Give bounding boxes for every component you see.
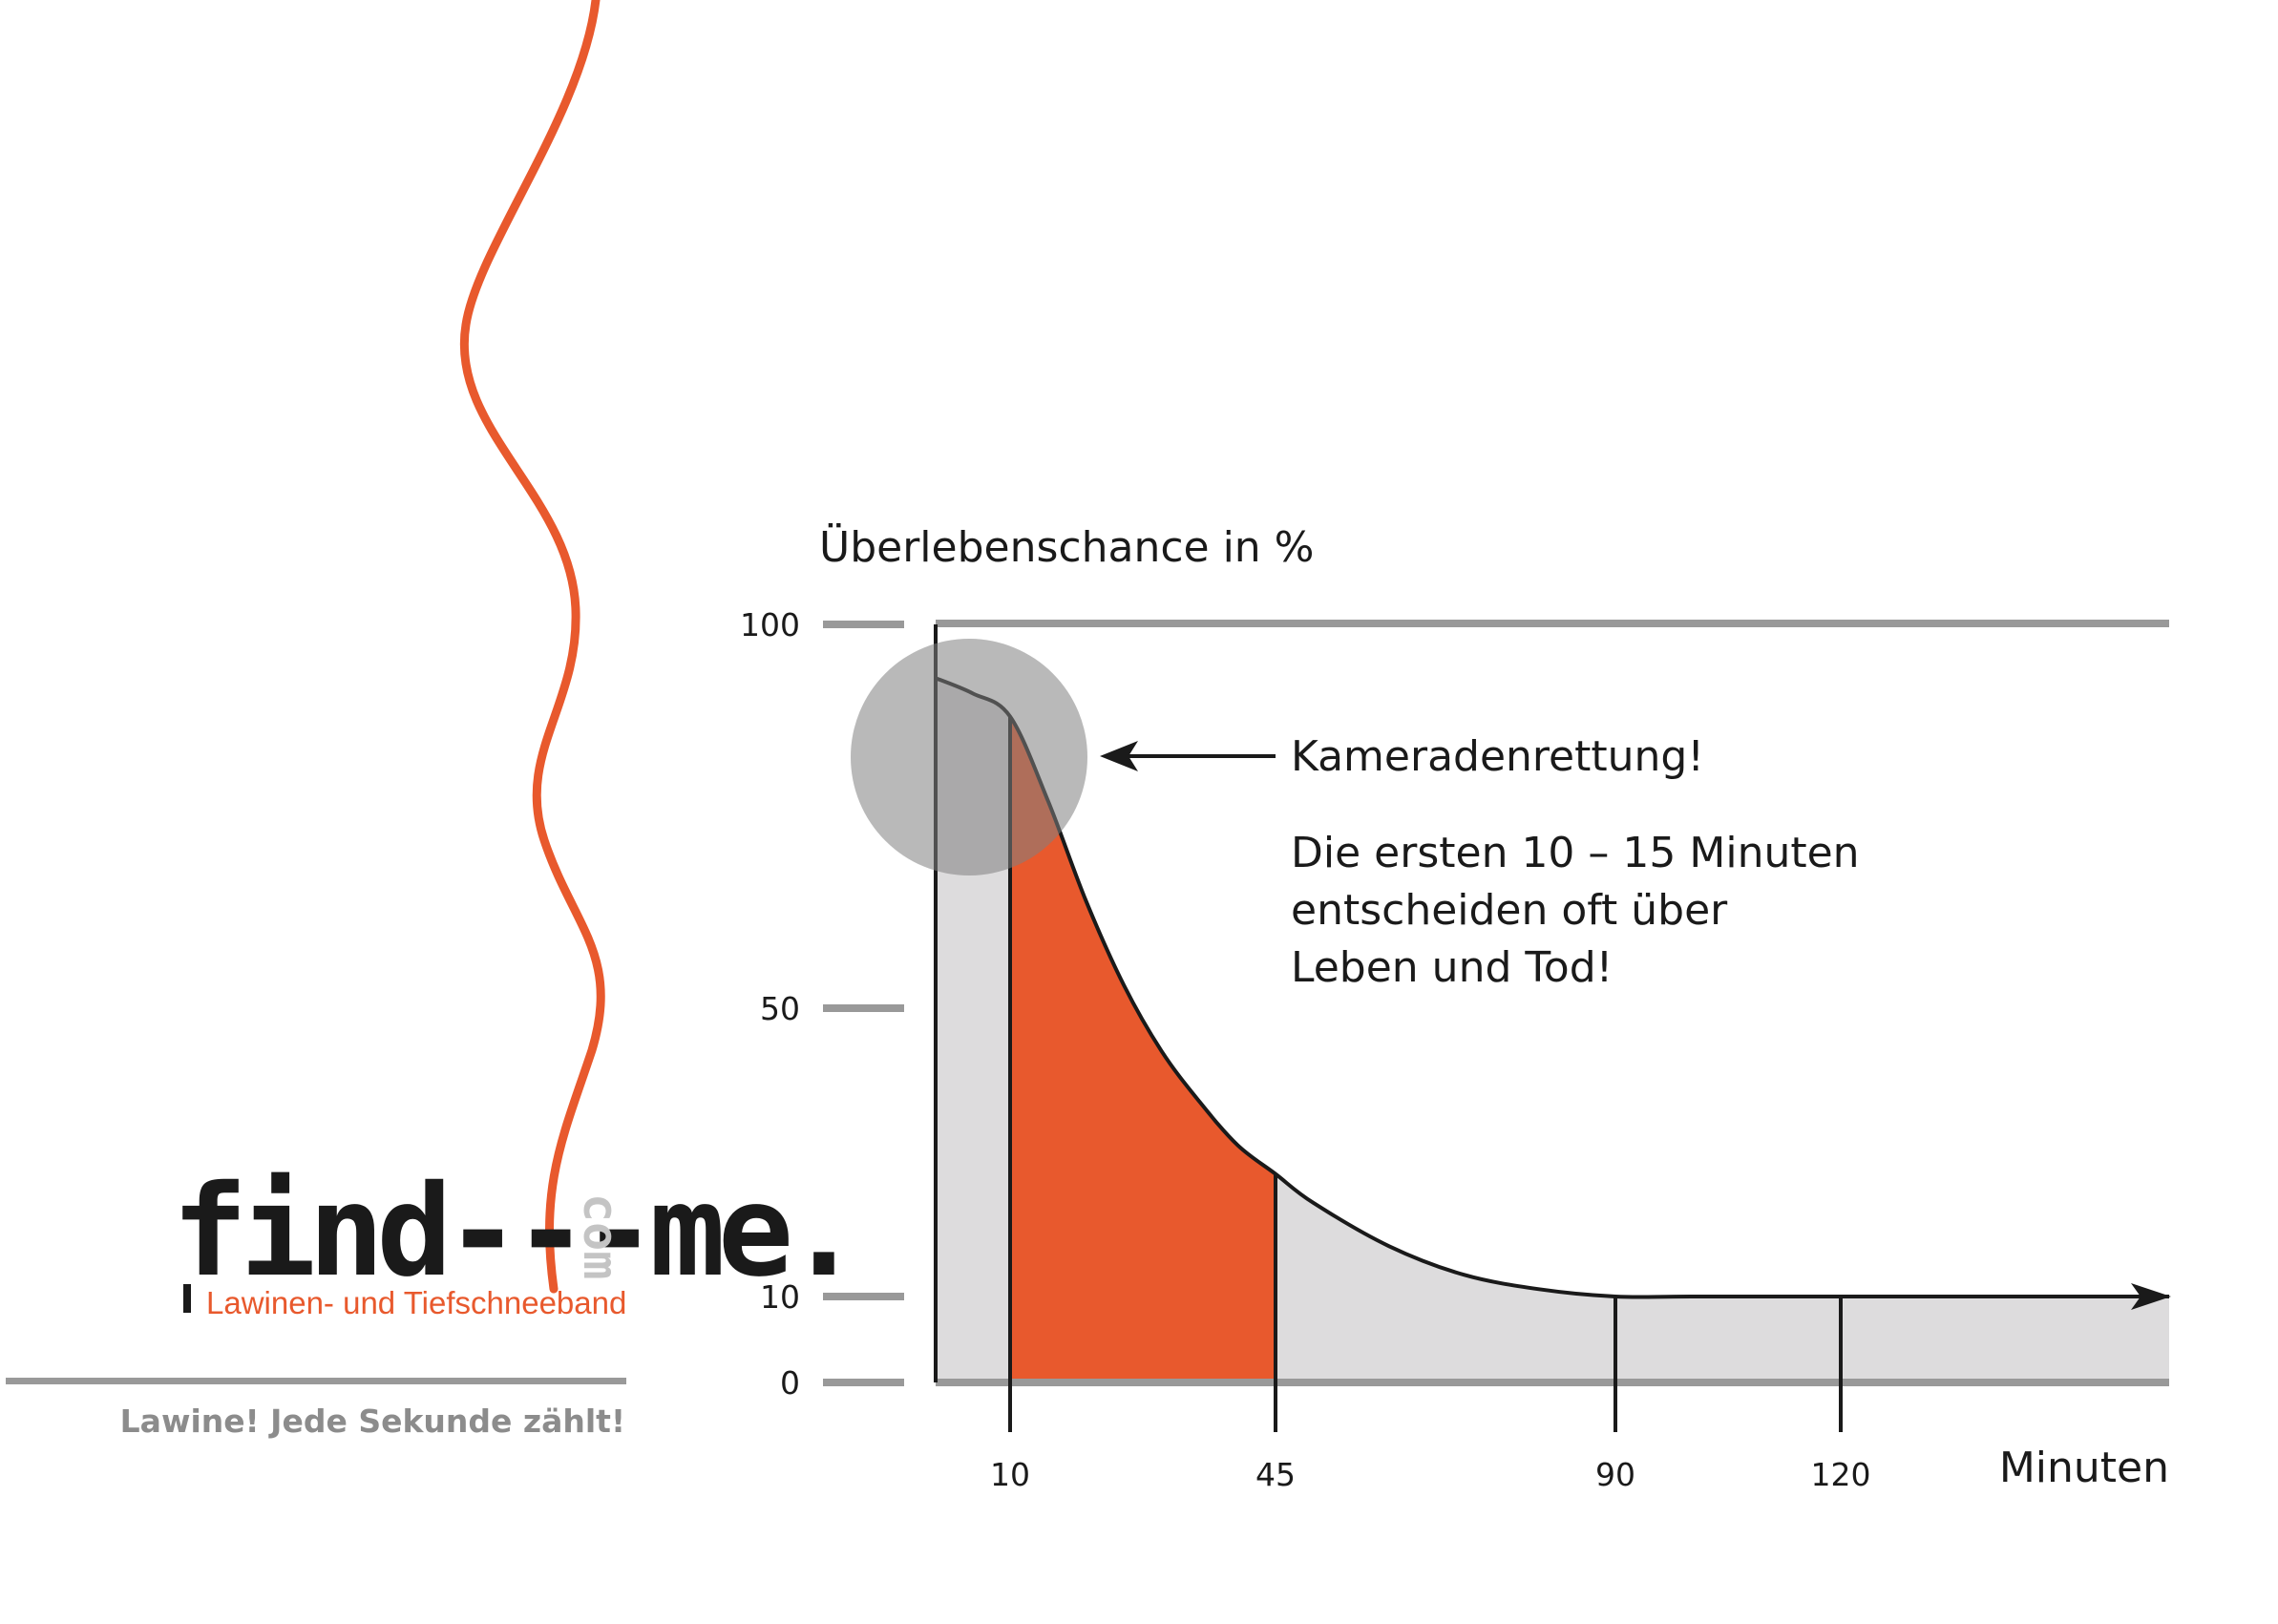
- y-tick-label-10: 10: [760, 1278, 800, 1316]
- callout-line-1: Die ersten 10 – 15 Minuten: [1291, 829, 1860, 877]
- y-tick-label-50: 50: [760, 990, 800, 1027]
- x-arrow-head: [2131, 1283, 2171, 1310]
- brand-logo: find---me. com Lawinen- und Tiefschneeba…: [172, 1158, 862, 1320]
- footer-divider: [6, 1378, 626, 1384]
- callout-line-3: Leben und Tod!: [1291, 943, 1613, 992]
- orange-rope: [459, 0, 605, 1294]
- logo-underline-bar: [183, 1284, 191, 1313]
- y-tick-mark-50: [823, 1004, 904, 1012]
- callout-title: Kameradenrettung!: [1291, 732, 1704, 781]
- x-tick-label-120: 120: [1811, 1456, 1871, 1493]
- x-tick-label-45: 45: [1255, 1456, 1296, 1493]
- callout-arrow-head: [1100, 741, 1138, 771]
- x-tick-label-10: 10: [990, 1456, 1030, 1493]
- highlight-area-fill: [1010, 716, 1276, 1382]
- slogan-text: Lawine! Jede Sekunde zählt!: [120, 1403, 625, 1440]
- logo-tagline: Lawinen- und Tiefschneeband: [206, 1285, 626, 1320]
- y-axis-label: Überlebenschance in %: [819, 522, 1314, 572]
- x-tick-label-90: 90: [1595, 1456, 1635, 1493]
- logo-wordmark: find---me.: [172, 1158, 854, 1305]
- y-tick-mark-10: [823, 1293, 904, 1300]
- x-axis-baseline: [936, 1379, 2169, 1386]
- x-axis-label: Minuten: [1999, 1444, 2169, 1492]
- y-tick-label-100: 100: [740, 606, 800, 643]
- y-tick-mark-100: [823, 621, 904, 628]
- y-tick-label-0: 0: [780, 1364, 800, 1402]
- y-tick-mark-0: [823, 1379, 904, 1386]
- top-reference-line: [936, 620, 2169, 627]
- callout-line-2: entscheiden oft über: [1291, 886, 1728, 935]
- rescue-highlight-circle: [851, 639, 1087, 875]
- logo-suffix: com: [573, 1193, 628, 1279]
